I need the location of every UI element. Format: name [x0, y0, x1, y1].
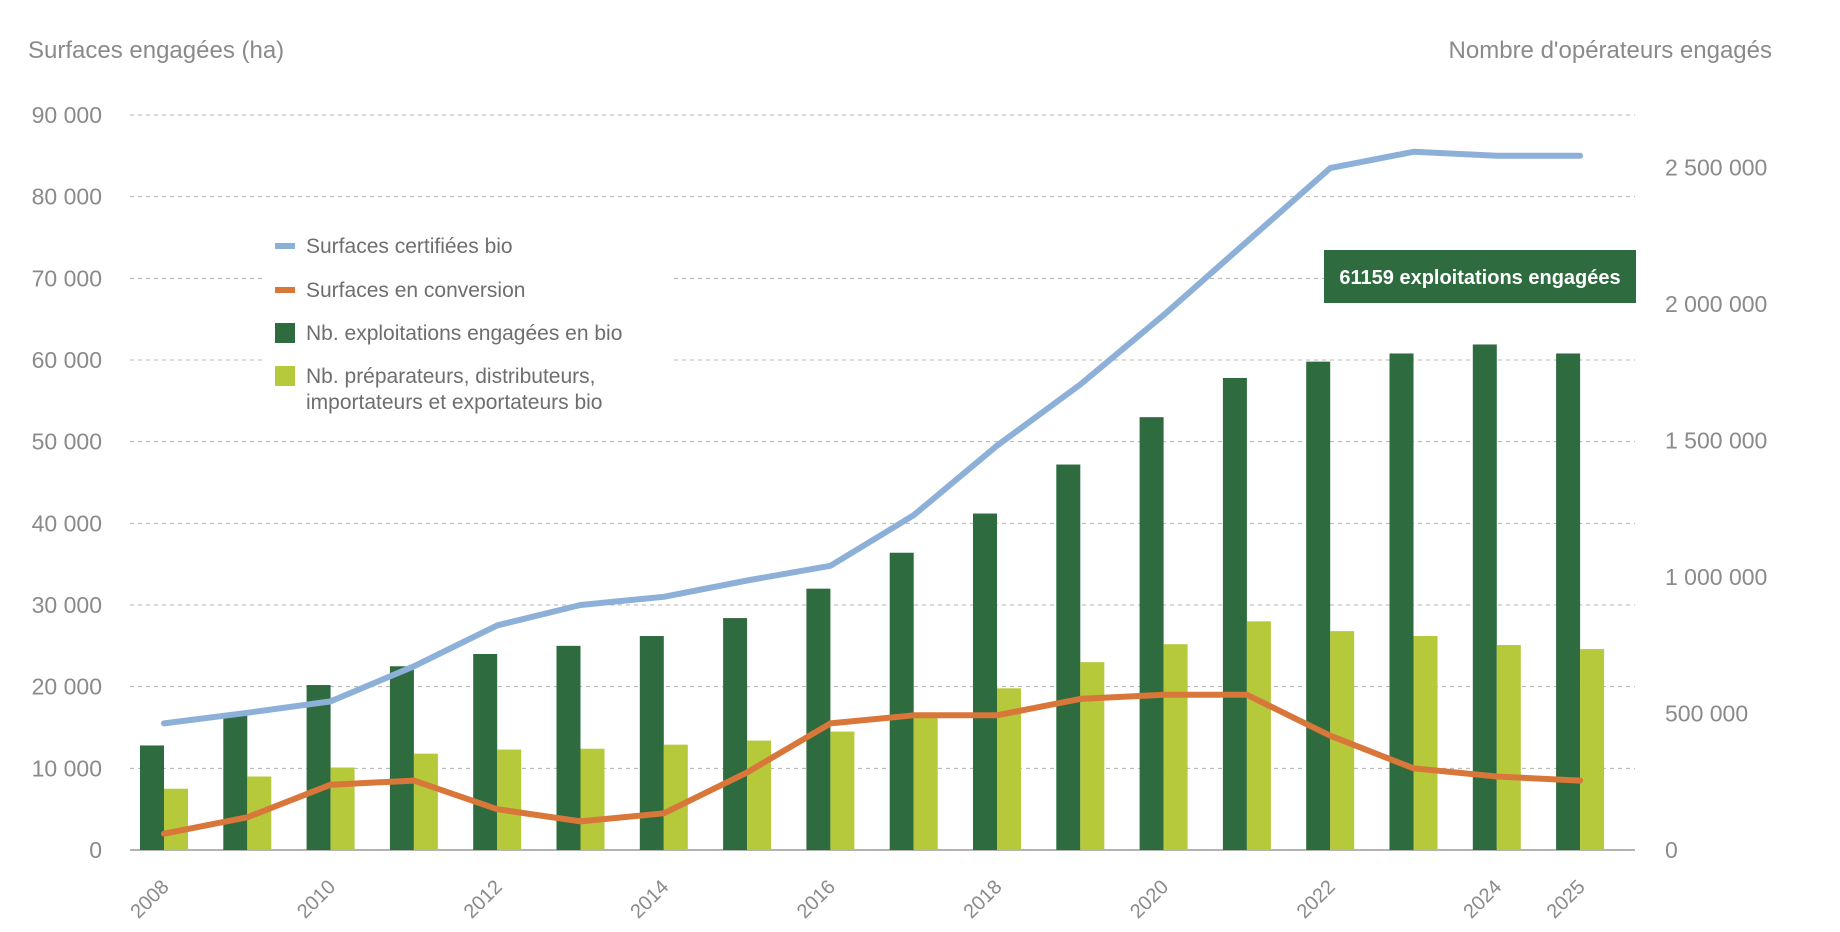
bar-preparateurs [497, 749, 522, 850]
bar-exploitations [389, 666, 414, 850]
x-tick-label: 2024 [1459, 876, 1506, 923]
annotation-text: 61159 exploitations engagées [1339, 267, 1620, 289]
bar-preparateurs [1413, 636, 1438, 850]
y-left-axis-title: Surfaces engagées (ha) [28, 37, 284, 64]
bar-preparateurs [580, 748, 605, 850]
bar-exploitations [1139, 417, 1164, 850]
x-tick-label: 2012 [460, 876, 507, 923]
y-left-tick-label: 20 000 [32, 674, 102, 700]
x-tick-label: 2025 [1543, 876, 1590, 923]
bar-exploitations [1556, 353, 1581, 850]
y-left-tick-label: 40 000 [32, 510, 102, 536]
y-left-tick-label: 70 000 [32, 265, 102, 291]
y-left-tick-label: 30 000 [32, 592, 102, 618]
bar-preparateurs [164, 788, 188, 850]
bar-preparateurs [830, 731, 855, 850]
annotation-box [1324, 250, 1636, 303]
bar-exploitations [1222, 377, 1247, 850]
y-right-tick-label: 500 000 [1665, 701, 1748, 727]
legend-label: Nb. exploitations engagées en bio [306, 322, 622, 345]
legend-label: importateurs et exportateurs bio [306, 391, 602, 414]
bar-exploitations [140, 745, 164, 850]
legend-swatch [275, 323, 295, 343]
y-right-axis-title: Nombre d'opérateurs engagés [1449, 37, 1772, 64]
x-tick-label: 2016 [793, 876, 840, 923]
x-tick-label: 2022 [1293, 876, 1340, 923]
bar-preparateurs [663, 744, 688, 850]
x-ticks: 2008 2010 2012 2014 2016 2018 2020 2022 2024 2025 [127, 876, 1590, 923]
bar-exploitations [306, 685, 331, 850]
y-left-tick-label: 10 000 [32, 755, 102, 781]
y-left-tick-label: 0 [89, 837, 102, 863]
line-surfaces-certifiees [161, 148, 1584, 727]
y-left-tick-label: 50 000 [32, 429, 102, 455]
bar-preparateurs [1580, 649, 1605, 850]
legend-label: Surfaces certifiées bio [306, 235, 513, 258]
legend-label: Surfaces en conversion [306, 279, 525, 302]
y-right-tick-label: 1 500 000 [1665, 428, 1767, 454]
bar-exploitations [473, 654, 498, 850]
y-right-tick-label: 2 000 000 [1665, 291, 1767, 317]
bar-preparateurs [1246, 621, 1271, 850]
bar-preparateurs [413, 753, 438, 850]
bar-preparateurs [330, 767, 355, 850]
y-left-tick-label: 90 000 [32, 102, 102, 128]
bar-exploitations [1056, 464, 1081, 850]
y-right-tick-label: 1 000 000 [1665, 564, 1767, 590]
bar-exploitations [973, 513, 997, 850]
bars [140, 344, 1605, 850]
legend: Surfaces certifiées bio Surfaces en conve… [262, 220, 672, 420]
line-surfaces-conversion [161, 691, 1584, 837]
bar-exploitations [1472, 344, 1497, 850]
legend-label: Nb. préparateurs, distributeurs, [306, 365, 595, 388]
y-left-tick-label: 80 000 [32, 184, 102, 210]
x-tick-label: 2018 [960, 876, 1007, 923]
bar-exploitations [223, 715, 248, 850]
x-tick-label: 2010 [293, 876, 340, 923]
lines [161, 148, 1584, 837]
y-left-tick-label: 60 000 [32, 347, 102, 373]
x-tick-label: 2014 [626, 876, 673, 923]
bar-exploitations [723, 618, 748, 850]
bar-exploitations [806, 588, 831, 850]
x-tick-label: 2008 [127, 876, 174, 923]
bar-preparateurs [1496, 645, 1521, 850]
bar-preparateurs [913, 714, 938, 850]
y-right-tick-label: 2 500 000 [1665, 155, 1767, 181]
x-tick-label: 2020 [1126, 876, 1173, 923]
bar-exploitations [889, 552, 914, 850]
bar-exploitations [1306, 361, 1331, 850]
y-left-ticks: 0 10 000 20 000 30 000 40 000 50 000 60 000 70 … [32, 102, 102, 863]
legend-background [262, 220, 672, 420]
annotation: 61159 exploitations engagées [1324, 250, 1636, 303]
legend-swatch [275, 366, 295, 386]
bar-preparateurs [1163, 644, 1188, 850]
y-right-tick-label: 0 [1665, 837, 1678, 863]
y-right-ticks: 0 500 000 1 000 000 1 500 000 2 000 000 2 500… [1665, 155, 1767, 864]
bar-exploitations [1389, 353, 1414, 850]
bar-preparateurs [1080, 662, 1105, 850]
